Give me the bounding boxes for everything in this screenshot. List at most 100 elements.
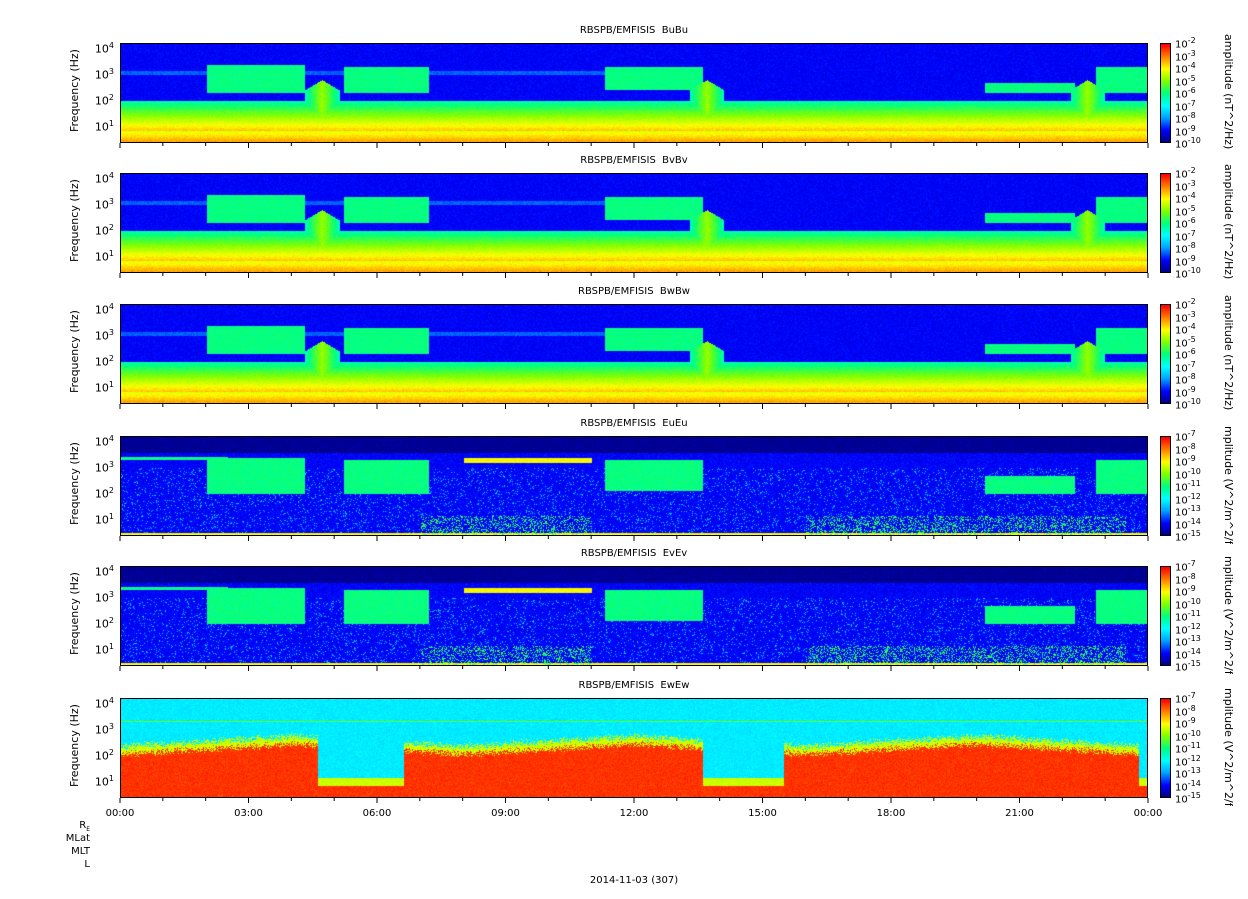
colorbar-tick-label: 10-9	[1175, 384, 1196, 399]
colorbar-tick-label: 10-2	[1175, 166, 1196, 181]
colorbar-tick-label: 10-6	[1175, 86, 1196, 101]
colorbar-tick-label: 10-7	[1175, 228, 1196, 243]
colorbar-label: mplitude (V^2/m^2/f	[1222, 556, 1235, 674]
colorbar-tick-label: 10-3	[1175, 309, 1196, 324]
colorbar-tick-label: 10-7	[1175, 98, 1196, 113]
x-tick-label: 21:00	[1005, 808, 1034, 819]
colorbar-bvbv	[1160, 173, 1171, 273]
colorbar-tick-label: 10-11	[1175, 741, 1201, 756]
colorbar-tick-label: 10-14	[1175, 516, 1201, 531]
panel-bvbv: RBSPB/EMFISIS BvBv Frequency (Hz) amplit…	[0, 155, 1248, 280]
spectrogram-bvbv	[120, 173, 1148, 273]
spectrogram-bubu	[120, 43, 1148, 143]
spectrogram-bwbw	[120, 304, 1148, 404]
colorbar-tick-label: 10-4	[1175, 61, 1196, 76]
panel-title: RBSPB/EMFISIS BwBw	[578, 286, 690, 297]
colorbar-tick-label: 10-10	[1175, 596, 1201, 611]
colorbar-bubu	[1160, 43, 1171, 143]
colorbar-tick-label: 10-8	[1175, 703, 1196, 718]
colorbar-tick-label: 10-10	[1175, 728, 1201, 743]
colorbar-tick-label: 10-3	[1175, 178, 1196, 193]
colorbar-tick-label: 10-6	[1175, 216, 1196, 231]
colorbar-tick-label: 10-4	[1175, 191, 1196, 206]
colorbar-tick-label: 10-5	[1175, 334, 1196, 349]
colorbar-tick-label: 10-9	[1175, 454, 1196, 469]
panel-evev: RBSPB/EMFISIS EvEv Frequency (Hz) mplitu…	[0, 548, 1248, 674]
colorbar-label: amplitude (nT^2/Hz)	[1222, 295, 1235, 411]
colorbar-tick-label: 10-9	[1175, 253, 1196, 268]
y-tick-label: 104	[94, 302, 114, 317]
x-tick-label: 09:00	[491, 808, 520, 819]
colorbar-tick-label: 10-11	[1175, 479, 1201, 494]
colorbar-tick-label: 10-7	[1175, 359, 1196, 374]
colorbar-bwbw	[1160, 304, 1171, 404]
date-label: 2014-11-03 (307)	[589, 875, 679, 886]
y-tick-label: 102	[94, 486, 114, 501]
colorbar-tick-label: 10-7	[1175, 559, 1196, 574]
colorbar-tick-label: 10-8	[1175, 111, 1196, 126]
y-tick-label: 103	[94, 328, 114, 343]
colorbar-tick-label: 10-8	[1175, 372, 1196, 387]
y-tick-label: 103	[94, 460, 114, 475]
colorbar-tick-label: 10-9	[1175, 123, 1196, 138]
var-label-re: RE	[79, 820, 90, 833]
colorbar-tick-label: 10-12	[1175, 491, 1201, 506]
panel-title: RBSPB/EMFISIS EuEu	[580, 418, 688, 429]
y-tick-label: 101	[94, 249, 114, 264]
colorbar-tick-label: 10-2	[1175, 36, 1196, 51]
colorbar-tick-label: 10-12	[1175, 621, 1201, 636]
colorbar-tick-label: 10-8	[1175, 571, 1196, 586]
y-tick-label: 102	[94, 223, 114, 238]
y-tick-label: 101	[94, 119, 114, 134]
y-tick-label: 102	[94, 354, 114, 369]
var-label-mlt: MLT	[71, 846, 90, 857]
x-tick-label: 00:00	[1133, 808, 1163, 819]
y-tick-label: 102	[94, 93, 114, 108]
colorbar-tick-label: 10-12	[1175, 753, 1201, 768]
colorbar-tick-label: 10-3	[1175, 48, 1196, 63]
colorbar-tick-label: 10-9	[1175, 584, 1196, 599]
x-tick-label: 12:00	[619, 808, 649, 819]
colorbar-label: amplitude (nT^2/Hz)	[1222, 34, 1235, 150]
x-tick-label: 03:00	[234, 808, 263, 819]
colorbar-tick-label: 10-10	[1175, 466, 1201, 481]
colorbar-tick-label: 10-15	[1175, 791, 1201, 806]
var-label-l: L	[84, 859, 90, 870]
x-tick-label: 00:00	[105, 808, 135, 819]
colorbar-tick-label: 10-11	[1175, 609, 1201, 624]
y-tick-label: 103	[94, 722, 114, 737]
var-label-mlat: MLat	[65, 833, 90, 844]
panel-ewew: RBSPB/EMFISIS EwEw Frequency (Hz) mplitu…	[0, 680, 1248, 806]
y-tick-label: 102	[94, 616, 114, 631]
panel-title: RBSPB/EMFISIS EvEv	[580, 548, 688, 559]
colorbar-tick-label: 10-5	[1175, 73, 1196, 88]
y-tick-label: 104	[94, 434, 114, 449]
panel-eueu: RBSPB/EMFISIS EuEu Frequency (Hz) mplitu…	[0, 418, 1248, 544]
panel-bwbw: RBSPB/EMFISIS BwBw Frequency (Hz) amplit…	[0, 286, 1248, 411]
y-tick-label: 103	[94, 590, 114, 605]
colorbar-tick-label: 10-10	[1175, 266, 1201, 281]
colorbar-tick-label: 10-4	[1175, 322, 1196, 337]
x-tick-label: 18:00	[876, 808, 906, 819]
colorbar-tick-label: 10-8	[1175, 241, 1196, 256]
y-tick-label: 101	[94, 380, 114, 395]
spectrogram-evev	[120, 566, 1148, 666]
y-tick-label: 101	[94, 512, 114, 527]
colorbar-tick-label: 10-14	[1175, 646, 1201, 661]
x-tick-label: 06:00	[362, 808, 392, 819]
colorbar-tick-label: 10-10	[1175, 136, 1201, 151]
colorbar-label: mplitude (V^2/m^2/f	[1222, 426, 1235, 544]
colorbar-tick-label: 10-7	[1175, 429, 1196, 444]
y-tick-label: 104	[94, 171, 114, 186]
colorbar-tick-label: 10-2	[1175, 297, 1196, 312]
colorbar-ewew	[1160, 698, 1171, 798]
colorbar-tick-label: 10-15	[1175, 529, 1201, 544]
colorbar-label: mplitude (V^2/m^2/f	[1222, 688, 1235, 806]
y-tick-label: 101	[94, 642, 114, 657]
panel-title: RBSPB/EMFISIS EwEw	[578, 680, 690, 691]
colorbar-tick-label: 10-8	[1175, 441, 1196, 456]
colorbar-eueu	[1160, 436, 1171, 536]
y-tick-label: 104	[94, 564, 114, 579]
spectrogram-eueu	[120, 436, 1148, 536]
